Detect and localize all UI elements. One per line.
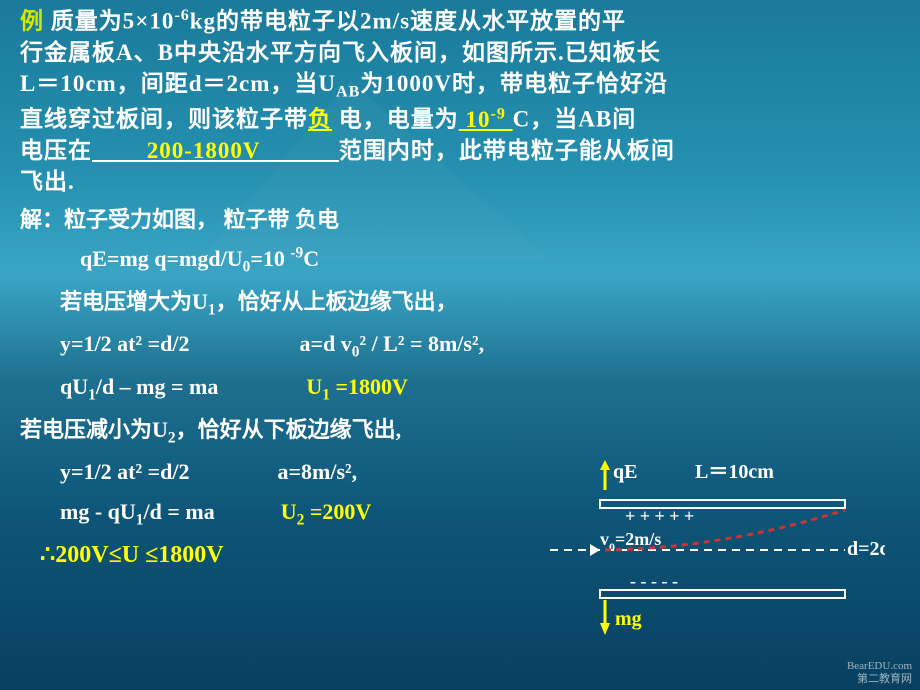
eq-text: 若电压增大为U (60, 289, 208, 314)
watermark: BearEDU.com 第二教育网 (847, 660, 912, 686)
eq-text: ，恰好从上板边缘飞出， (216, 289, 458, 314)
eq-text: a=8m/s², (277, 459, 357, 484)
eq-text: ，恰好从下板边缘飞出, (176, 417, 402, 442)
problem-text: L＝10cm，间距d＝2cm，当U (20, 71, 336, 96)
answer-range-blank: 200-1800V (92, 138, 339, 163)
solution-line: 解：粒子受力如图， 粒子带 负电 (20, 201, 900, 238)
problem-text: 行金属板A、B中央沿水平方向飞入板间，如图所示.已知板长 (20, 40, 661, 65)
plus-signs: + + + + + (625, 506, 694, 526)
problem-text: 质量为5×10 (44, 9, 174, 34)
label-mg: mg (615, 608, 642, 630)
solution-line: y=1/2 at² =d/2 a=d v0² / L² = 8m/s², (60, 325, 900, 366)
q-exp: -9 (491, 105, 506, 122)
problem-text: kg的带电粒子以2m/s速度从水平放置的平 (190, 9, 626, 34)
example-label: 例 (20, 9, 44, 34)
problem-statement: 例 质量为5×10-6kg的带电粒子以2m/s速度从水平放置的平 行金属板A、B… (20, 5, 900, 197)
eq-text: =10 (250, 246, 290, 271)
minus-signs: - - - - - (630, 571, 678, 591)
problem-text: C，当AB间 (513, 107, 637, 132)
watermark-url: BearEDU.com (847, 660, 912, 673)
eq-text: mg - qU (60, 499, 136, 524)
problem-text: 范围内时，此带电粒子能从板间 (339, 138, 675, 163)
eq-sub: 2 (168, 429, 176, 446)
eq-text: a=d v (299, 331, 351, 356)
answer-range: 200-1800V (140, 138, 267, 163)
eq-text: /d = ma (143, 499, 214, 524)
problem-text: 飞出. (20, 169, 75, 194)
problem-text: 直线穿过板间，则该粒子带 (20, 107, 308, 132)
eq-text: 若电压减小为U (20, 417, 168, 442)
label-d: d=2cm (847, 538, 885, 560)
answer-charge-sign: 负 (308, 107, 332, 132)
eq-text: qE=mg q=mgd/U (80, 246, 243, 271)
eq-sub: 1 (208, 301, 216, 318)
problem-text: 电，电量为 (332, 107, 459, 132)
watermark-name: 第二教育网 (847, 673, 912, 686)
problem-text: 电压在 (20, 138, 92, 163)
eq-text: =200V (304, 499, 371, 524)
answer-u1: U1 =1800V (306, 374, 408, 399)
eq-text: C (303, 246, 319, 271)
solution-line: qU1/d – mg = ma U1 =1800V (60, 368, 900, 409)
answer-charge-value: 10-9 (459, 107, 513, 132)
label-L: L＝10cm (695, 461, 774, 483)
eq-text: /d – mg = ma (96, 374, 219, 399)
eq-text: y=1/2 at² =d/2 (60, 459, 189, 484)
eq-text: U (306, 374, 322, 399)
eq-sup: -9 (290, 245, 303, 262)
eq-text: U (281, 499, 297, 524)
eq-text: qU (60, 374, 88, 399)
physics-diagram: qE L＝10cm + + + + + v0=2m/s d=2cm - - - … (545, 460, 885, 640)
solution-line: qE=mg q=mgd/U0=10 -9C (80, 240, 900, 281)
eq-sub: 1 (88, 386, 96, 403)
eq-text: y=1/2 at² =d/2 (60, 331, 189, 356)
eq-text: ² / L² = 8m/s², (359, 331, 484, 356)
problem-exp: -6 (174, 7, 189, 24)
solution-line: 若电压减小为U2，恰好从下板边缘飞出, (20, 411, 900, 452)
eq-sub: 1 (322, 386, 330, 403)
q-base: 10 (459, 107, 491, 132)
answer-u2: U2 =200V (281, 499, 372, 524)
label-qE: qE (613, 461, 637, 483)
problem-text: 为1000V时，带电粒子恰好沿 (360, 71, 668, 96)
eq-text: =1800V (330, 374, 408, 399)
solution-line: 若电压增大为U1，恰好从上板边缘飞出， (60, 283, 900, 324)
q-sp (506, 107, 513, 132)
problem-sub: AB (336, 83, 360, 100)
